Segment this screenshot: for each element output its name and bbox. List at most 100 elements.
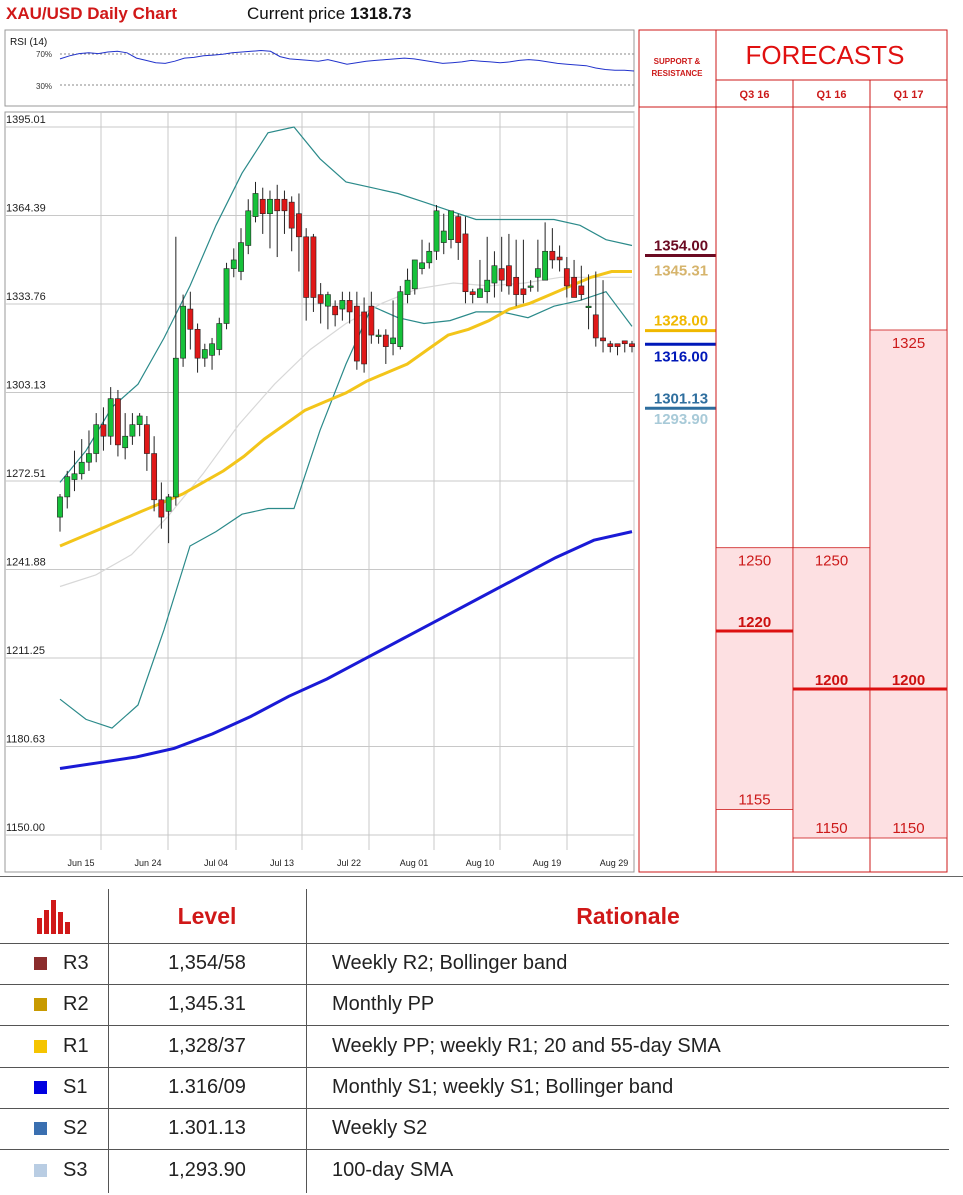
candle xyxy=(411,259,418,295)
support-resistance-panel: SUPPORT & RESISTANCE 1354.00 1345.31 1328.… xyxy=(638,29,717,873)
row-level: 1.316/09 xyxy=(168,1075,246,1098)
candle xyxy=(390,300,396,356)
sr-level-label: 1316.00 xyxy=(654,348,708,365)
rationale-header: Rationale xyxy=(576,902,680,929)
forecast-column-header: Q1 16 xyxy=(817,89,847,101)
sr-level-label: 1345.31 xyxy=(654,263,708,280)
y-tick-label: 1272.51 xyxy=(6,468,46,480)
row-rationale: Monthly PP xyxy=(332,993,435,1016)
forecast-mid: 1200 xyxy=(892,672,925,689)
candle xyxy=(64,470,71,509)
candle xyxy=(187,291,194,350)
candle xyxy=(339,291,346,321)
color-swatch xyxy=(34,1163,47,1177)
candle xyxy=(209,337,215,370)
row-rationale: Monthly S1; weekly S1; Bollinger band xyxy=(332,1075,674,1098)
color-swatch xyxy=(34,1122,47,1136)
sma-blue-line xyxy=(59,530,633,770)
table-row: S1 1.316/09 Monthly S1; weekly S1; Bolling… xyxy=(0,1067,949,1109)
candle xyxy=(542,222,549,281)
candle xyxy=(455,213,462,260)
candle xyxy=(534,239,541,292)
forecasts-title: FORECASTS xyxy=(746,40,905,70)
candle xyxy=(267,190,273,249)
current-price: Current price 1318.73 xyxy=(247,4,411,24)
forecast-high: 1325 xyxy=(892,335,925,352)
candle xyxy=(578,265,585,301)
candle xyxy=(172,236,179,506)
candle xyxy=(165,494,172,544)
candle xyxy=(194,323,201,373)
row-name-cell: S1 xyxy=(34,1067,108,1108)
candle xyxy=(346,291,353,324)
table-row: S2 1.301.13 Weekly S2 xyxy=(0,1108,949,1151)
candle xyxy=(281,190,288,234)
candle xyxy=(230,248,237,278)
table-divider-2 xyxy=(306,889,307,1193)
candle xyxy=(245,199,252,255)
sr-level-label: 1354.00 xyxy=(654,237,708,254)
bollinger-lower-line xyxy=(59,290,633,729)
color-swatch xyxy=(34,1080,47,1094)
row-level: 1.301.13 xyxy=(168,1117,246,1140)
candle xyxy=(78,439,85,480)
sr-level: 1328.00 xyxy=(645,313,716,333)
row-level: 1,345.31 xyxy=(168,993,246,1016)
rsi-panel: RSI (14) 70% 30% xyxy=(4,29,635,107)
candle xyxy=(484,236,491,304)
candle xyxy=(549,228,556,269)
candle xyxy=(143,415,150,471)
forecasts-panel: FORECASTS Q3 16 1250 1220 1155 Q1 16 1250 1200… xyxy=(715,29,948,873)
price-label: Current price xyxy=(247,4,346,23)
x-tick-label: Aug 29 xyxy=(600,858,629,868)
y-tick-label: 1333.76 xyxy=(6,291,46,303)
row-rationale: 100-day SMA xyxy=(332,1158,454,1181)
table-row: R3 1,354/58 Weekly R2; Bollinger band xyxy=(0,943,949,985)
row-rationale: Weekly R2; Bollinger band xyxy=(332,952,568,974)
forecast-column-header: Q1 17 xyxy=(894,89,924,101)
bar-chart-icon xyxy=(36,889,76,943)
candle xyxy=(520,239,527,304)
y-tick-label: 1180.63 xyxy=(6,734,45,746)
candle xyxy=(57,494,63,532)
sr-level-label: 1301.13 xyxy=(654,390,708,407)
sr-level: 1316.00 xyxy=(645,342,716,365)
candle xyxy=(332,300,339,327)
candle xyxy=(506,233,512,295)
rsi-lower-label: 30% xyxy=(36,82,52,91)
candle xyxy=(158,482,165,529)
y-tick-label: 1364.39 xyxy=(6,203,46,215)
x-tick-label: Jun 15 xyxy=(67,858,94,868)
candle xyxy=(93,413,100,463)
candle xyxy=(477,259,483,298)
y-tick-label: 1395.01 xyxy=(6,114,46,126)
row-name: S1 xyxy=(63,1075,88,1098)
candle xyxy=(448,210,454,249)
candle xyxy=(303,228,310,321)
level-header: Level xyxy=(177,902,237,929)
candle xyxy=(252,181,259,223)
candle xyxy=(629,340,635,353)
sr-level: 1293.90 xyxy=(654,411,708,428)
sr-header-line1: SUPPORT & xyxy=(654,57,701,66)
table-row: R2 1,345.31 Monthly PP xyxy=(0,984,949,1027)
forecast-high: 1250 xyxy=(815,553,848,570)
color-swatch xyxy=(34,998,47,1012)
chart-area: RSI (14) 70% 30% 1395.01 1364.39 1333.76 13… xyxy=(4,29,948,873)
candle xyxy=(563,257,570,298)
candle xyxy=(585,274,592,330)
candle xyxy=(361,297,368,373)
y-tick-label: 1211.25 xyxy=(6,645,45,657)
candle xyxy=(317,283,324,324)
price-value: 1318.73 xyxy=(350,4,412,23)
forecast-column: Q3 16 1250 1220 1155 xyxy=(715,80,794,872)
candle xyxy=(556,245,563,272)
candle xyxy=(115,389,121,457)
sr-level: 1301.13 xyxy=(645,390,716,410)
row-name-cell: R3 xyxy=(34,943,108,984)
x-tick-label: Jul 22 xyxy=(337,858,361,868)
forecast-low: 1155 xyxy=(738,791,770,808)
candle xyxy=(107,387,114,445)
row-level: 1,354/58 xyxy=(168,952,246,974)
candle xyxy=(469,288,476,304)
